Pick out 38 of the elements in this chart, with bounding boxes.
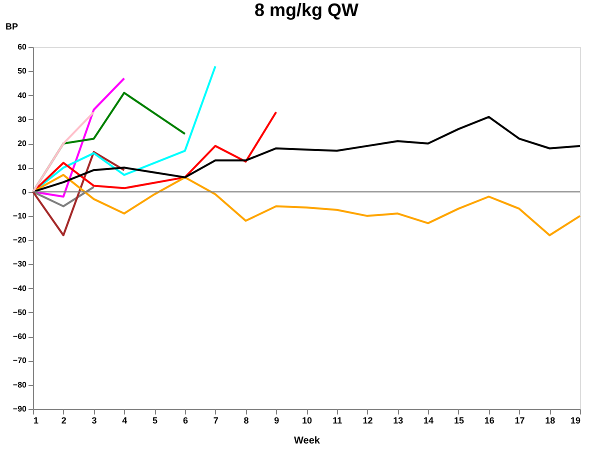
x-tick-label: 13	[393, 416, 404, 426]
x-tick-label: 5	[152, 416, 158, 426]
x-tick-label: 10	[302, 416, 312, 426]
y-tick-label: 50	[18, 66, 28, 76]
x-tick-label: 16	[484, 416, 494, 426]
y-tick-label: −10	[12, 211, 28, 220]
y-tick-label: −20	[12, 236, 28, 245]
chart-title: 8 mg/kg QW	[254, 0, 359, 20]
y-tick-label: 10	[18, 163, 28, 172]
y-tick-label: 60	[18, 42, 28, 52]
y-tick-label: −60	[12, 332, 28, 342]
x-tick-label: 4	[122, 416, 128, 426]
y-tick-label: 40	[18, 90, 28, 100]
x-tick-label: 18	[545, 416, 556, 426]
x-tick-label: 1	[34, 416, 39, 426]
y-tick-label: 20	[18, 139, 28, 148]
x-tick-label: 19	[570, 416, 580, 426]
x-tick-label: 12	[362, 416, 373, 426]
x-axis-title: Week	[294, 436, 320, 446]
y-tick-label: −90	[12, 404, 28, 414]
y-tick-label: −50	[12, 308, 28, 317]
y-tick-label: 0	[22, 187, 28, 196]
y-tick-label: 30	[18, 114, 28, 124]
x-tick-label: 7	[213, 416, 218, 426]
y-tick-label: −30	[12, 260, 28, 269]
y-tick-label: −80	[12, 380, 28, 390]
x-tick-label: 15	[454, 416, 464, 426]
x-tick-label: 3	[92, 416, 97, 426]
x-tick-label: 2	[61, 416, 66, 426]
x-tick-label: 11	[332, 416, 342, 426]
y-tick-label: −40	[12, 284, 28, 293]
y-tick-label: −70	[12, 356, 28, 366]
y-axis-title: BP	[6, 22, 18, 32]
x-tick-label: 17	[514, 416, 525, 426]
x-tick-label: 6	[182, 416, 188, 426]
x-tick-label: 8	[244, 416, 249, 426]
x-tick-label: 14	[424, 416, 434, 426]
x-tick-label: 9	[274, 416, 280, 426]
